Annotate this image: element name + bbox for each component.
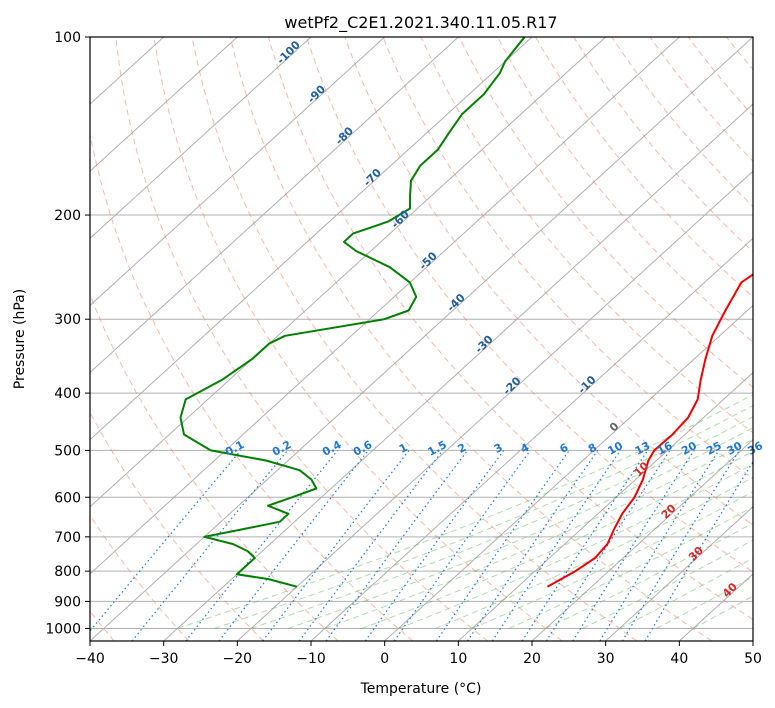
y-tick-label: 900 xyxy=(54,594,81,610)
mixing-ratio-line xyxy=(185,450,339,641)
dry-adiabat-line xyxy=(420,37,753,434)
dry-adiabat-line xyxy=(90,411,264,641)
isotherm-line xyxy=(531,438,753,641)
mixing-ratio-label: 30 xyxy=(725,439,745,458)
dry-adiabat-line xyxy=(90,131,414,641)
dry-adiabat-line xyxy=(344,37,753,526)
y-tick-label: 700 xyxy=(54,530,81,546)
mixing-ratio-line xyxy=(644,460,753,641)
mixing-ratio-line xyxy=(262,450,410,641)
dry-adiabat-line xyxy=(229,37,712,641)
x-axis-title: Temperature (°C) xyxy=(360,681,482,697)
moist-adiabat-line xyxy=(582,539,753,629)
x-tick-label: 0 xyxy=(380,651,389,667)
temperature-profile-line xyxy=(546,273,753,588)
dry-adiabat-line xyxy=(458,37,753,388)
mixing-ratio-line xyxy=(621,450,740,641)
y-tick-label: 500 xyxy=(54,443,81,459)
dry-adiabat-line xyxy=(306,37,753,573)
mixing-ratio-line xyxy=(466,450,599,641)
isotherm-line xyxy=(310,237,753,641)
moist-adiabat-line xyxy=(287,427,753,629)
y-tick-label: 1000 xyxy=(45,621,81,637)
mixing-ratio-line xyxy=(435,450,570,641)
isotherm-line xyxy=(90,37,312,240)
dry-adiabat-line xyxy=(535,37,753,298)
isotherm-line xyxy=(90,37,459,374)
reference-lines xyxy=(90,37,753,641)
moist-adiabat-line xyxy=(250,416,753,629)
x-tick-label: −20 xyxy=(223,651,253,667)
mixing-ratio-label: 16 xyxy=(655,439,675,458)
moist-adiabat-line xyxy=(619,557,753,629)
moist-adiabat-line xyxy=(361,450,753,629)
moist-adiabat-line xyxy=(471,491,753,629)
mixing-ratio-line xyxy=(545,450,671,641)
isotherm-line xyxy=(90,37,238,172)
isotherm-line xyxy=(90,37,386,307)
isotherm-line xyxy=(163,103,753,641)
isotherm-line xyxy=(90,37,607,508)
moist-adiabat-line xyxy=(545,522,753,629)
dry-adiabat-line xyxy=(191,37,638,641)
mixing-ratio-label: 20 xyxy=(679,439,699,458)
x-tick-label: 30 xyxy=(597,651,615,667)
dewpoint-profile-line xyxy=(179,37,526,588)
x-tick-label: −40 xyxy=(75,651,105,667)
mixing-ratio-line xyxy=(393,450,531,641)
y-axis-title: Pressure (hPa) xyxy=(12,289,28,389)
plot-frame xyxy=(89,36,754,642)
mixing-ratio-label: 36 xyxy=(745,439,765,458)
isotherm-line xyxy=(90,37,680,575)
mixing-ratio-line xyxy=(131,450,289,641)
x-tick-label: 10 xyxy=(449,651,467,667)
chart-title: wetPf2_C2E1.2021.340.11.05.R17 xyxy=(284,13,557,33)
mixing-ratio-line xyxy=(599,450,720,641)
mixing-ratio-label: 13 xyxy=(633,439,653,458)
isotherm-line xyxy=(384,304,753,641)
isotherm-line xyxy=(90,37,533,441)
y-tick-label: 400 xyxy=(54,386,81,402)
grid-layer xyxy=(90,37,753,641)
y-tick-label: 600 xyxy=(54,490,81,506)
mixing-ratio-label: 25 xyxy=(704,439,724,458)
y-tick-label: 100 xyxy=(54,30,81,46)
isotherm-line xyxy=(605,506,753,641)
y-tick-label: 300 xyxy=(54,312,81,328)
dry-adiabat-line xyxy=(496,37,753,343)
dry-adiabat-line xyxy=(90,293,339,641)
x-tick-label: 40 xyxy=(670,651,688,667)
mixing-ratio-line xyxy=(491,450,621,641)
isotherm-line xyxy=(236,170,753,641)
x-tick-label: −10 xyxy=(296,651,326,667)
dry-adiabat-line xyxy=(649,37,753,163)
x-axis: −40 −30 −20 −10 0 10 20 30 40 50 xyxy=(75,641,762,667)
x-tick-label: 20 xyxy=(523,651,541,667)
mixing-ratio-label: 10 xyxy=(605,439,625,458)
mixing-ratio-line xyxy=(521,450,649,641)
moist-adiabat-line xyxy=(398,463,753,629)
moist-adiabat-line xyxy=(324,438,753,629)
isotherm-line xyxy=(90,37,753,641)
dry-adiabat-line xyxy=(115,37,488,641)
profile-series xyxy=(179,37,753,588)
x-tick-label: −30 xyxy=(149,651,179,667)
y-axis: 100 200 300 400 500 600 700 800 900 1000 xyxy=(45,30,90,637)
mixing-ratio-line xyxy=(572,450,695,641)
y-tick-label: 200 xyxy=(54,208,81,224)
y-tick-label: 800 xyxy=(54,564,81,580)
dry-adiabat-line xyxy=(153,37,563,641)
isotherm-line xyxy=(457,371,753,641)
x-tick-label: 50 xyxy=(744,651,762,667)
dry-adiabat-line xyxy=(573,37,753,253)
